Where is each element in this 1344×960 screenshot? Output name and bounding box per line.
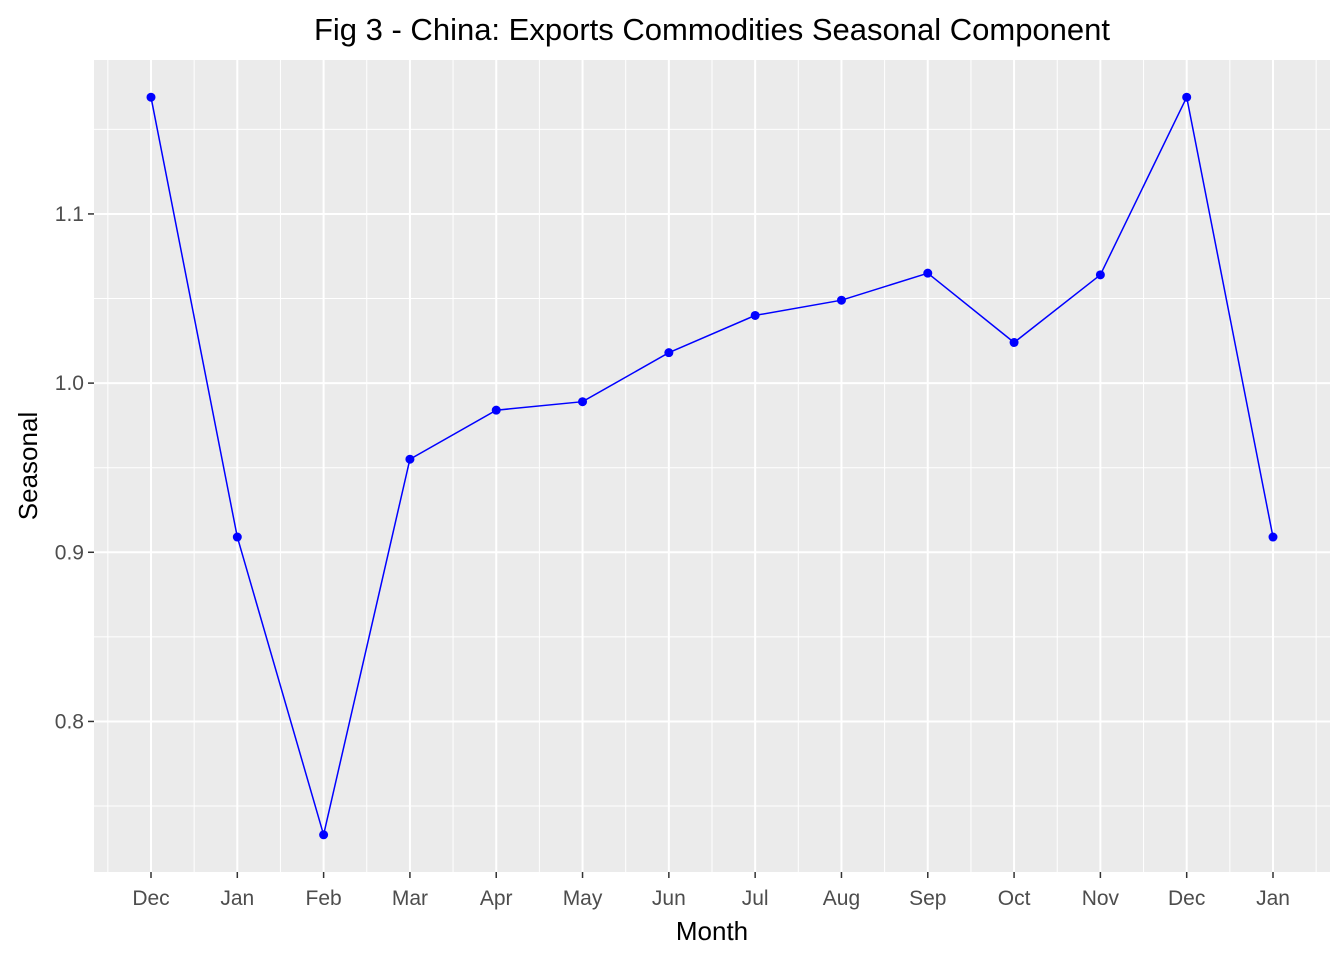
data-point: [1268, 532, 1278, 542]
chart-title: Fig 3 - China: Exports Commodities Seaso…: [314, 12, 1110, 47]
data-point: [1009, 338, 1019, 348]
x-tick-label: Jul: [742, 887, 769, 910]
x-tick-label: Feb: [306, 887, 342, 910]
data-point: [836, 295, 846, 305]
x-tick-label: Jan: [1256, 887, 1290, 910]
x-tick-label: Aug: [823, 887, 860, 910]
data-point: [750, 310, 760, 320]
y-tick-label: 0.8: [55, 710, 84, 733]
major-gridlines: [94, 60, 1330, 872]
x-tick-label: Oct: [998, 887, 1031, 910]
minor-gridlines: [94, 60, 1330, 872]
data-point: [146, 92, 156, 102]
data-point: [664, 348, 674, 358]
x-tick-label: Sep: [909, 887, 946, 910]
x-tick-label: Nov: [1082, 887, 1120, 910]
y-axis: 0.8 0.9 1.0 1.1: [55, 203, 94, 733]
data-point: [923, 268, 933, 278]
data-point: [319, 830, 329, 840]
x-tick-label: May: [563, 887, 603, 910]
x-tick-label: Mar: [392, 887, 428, 910]
y-tick-label: 0.9: [55, 541, 84, 564]
data-point: [1095, 270, 1105, 280]
y-tick-label: 1.0: [55, 372, 84, 395]
series-layer: [146, 92, 1278, 840]
x-tick-label: Jun: [652, 887, 686, 910]
data-point: [232, 532, 242, 542]
x-tick-label: Apr: [480, 887, 513, 910]
data-point: [578, 397, 588, 407]
x-axis: Dec Jan Feb Mar Apr May Jun Jul Aug Sep Oct Nov Dec J…: [132, 872, 1290, 910]
x-tick-label: Dec: [132, 887, 169, 910]
data-point: [1182, 92, 1192, 102]
data-point: [405, 454, 415, 464]
y-tick-label: 1.1: [55, 203, 84, 226]
y-axis-title: Seasonal: [13, 412, 43, 520]
x-tick-label: Dec: [1168, 887, 1205, 910]
data-point: [491, 405, 501, 415]
x-tick-label: Jan: [220, 887, 254, 910]
series-line: [150, 94, 1274, 838]
x-axis-title: Month: [676, 916, 748, 946]
